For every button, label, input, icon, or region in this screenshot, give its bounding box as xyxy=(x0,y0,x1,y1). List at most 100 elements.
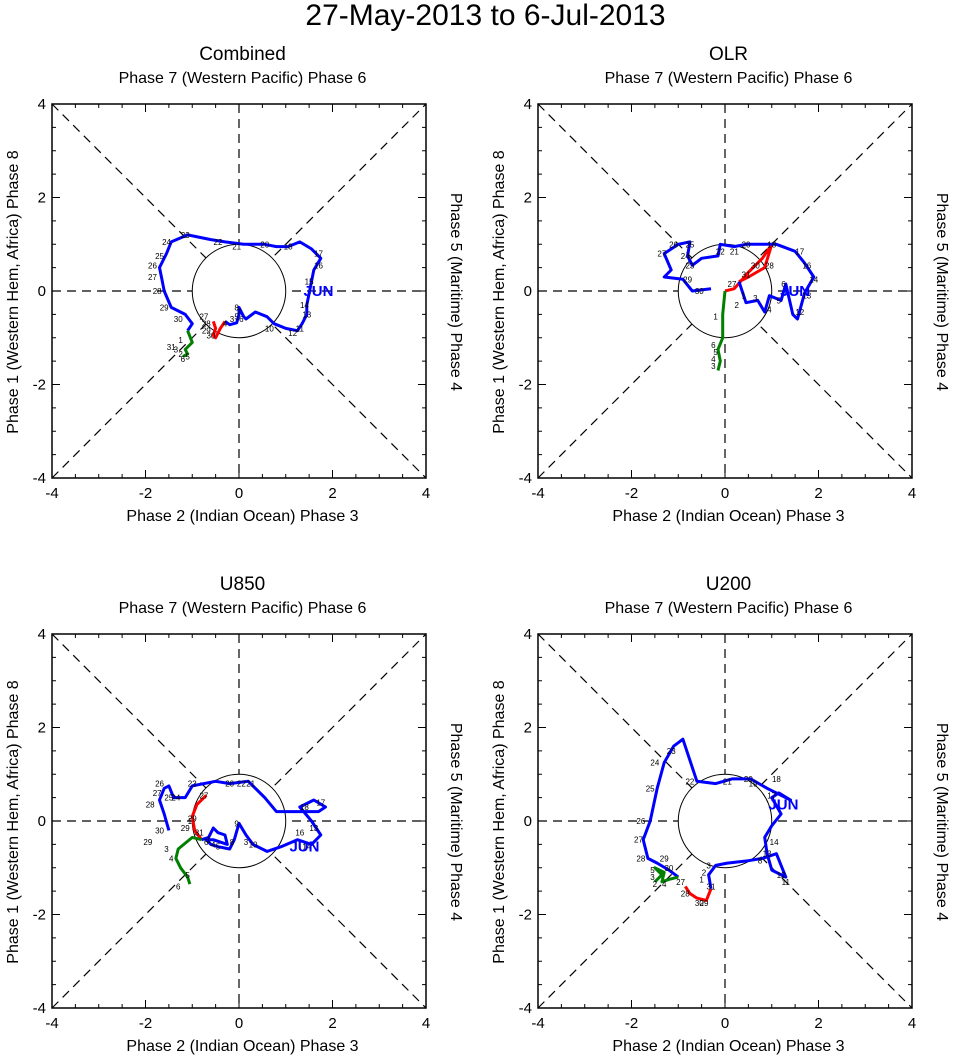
x-tick-label: -4 xyxy=(531,485,544,502)
day-label: 2 xyxy=(702,868,707,877)
day-label: 24 xyxy=(162,238,171,247)
x-tick-label: -4 xyxy=(45,1015,58,1032)
diagonal-line xyxy=(537,103,913,479)
y-tick-label: 2 xyxy=(38,190,46,207)
day-label: 23 xyxy=(188,780,197,789)
day-label: 10 xyxy=(265,324,274,333)
day-label: 18 xyxy=(767,240,776,249)
x-tick-label: 4 xyxy=(422,1015,430,1032)
x-tick-label: -4 xyxy=(45,485,58,502)
day-label: 3 xyxy=(753,294,758,303)
day-label: 3 xyxy=(706,861,711,870)
y-axis-label-right: Phase 5 (Maritime) Phase 4 xyxy=(447,722,464,922)
day-label: 12 xyxy=(795,308,804,317)
day-label: 22 xyxy=(214,238,223,247)
x-tick-label: 0 xyxy=(721,1015,729,1032)
day-label: 23 xyxy=(181,231,190,240)
series-line-may xyxy=(684,885,713,902)
day-label: 8 xyxy=(758,857,763,866)
day-label: 5 xyxy=(216,843,221,852)
y-tick-label: 2 xyxy=(524,720,532,737)
series-line-jun xyxy=(662,240,816,321)
day-label: 14 xyxy=(770,838,779,847)
top-axis-label: Phase 7 (Western Pacific) Phase 6 xyxy=(604,70,853,87)
unit-circle xyxy=(677,773,773,869)
day-label: 17 xyxy=(795,247,804,256)
day-label: 6 xyxy=(711,341,716,350)
y-axis-label: Phase 1 (Western Hem, Africa) Phase 8 xyxy=(491,150,508,434)
day-label: 16 xyxy=(802,261,811,270)
x-axis-label: Phase 2 (Indian Ocean) Phase 3 xyxy=(126,508,359,525)
day-label: 27 xyxy=(153,789,162,798)
day-label: 18 xyxy=(300,803,309,812)
day-label: 3 xyxy=(711,362,716,371)
diagonal-line xyxy=(51,103,427,479)
day-label: 23 xyxy=(667,747,676,756)
x-tick-label: -2 xyxy=(625,485,638,502)
series-line-jul xyxy=(653,866,679,884)
day-label: 8 xyxy=(234,303,239,312)
y-tick-label: 0 xyxy=(524,283,532,300)
y-axis-label: Phase 1 (Western Hem, Africa) Phase 8 xyxy=(5,680,22,964)
x-tick-label: 2 xyxy=(814,1015,822,1032)
day-label: 26 xyxy=(148,261,157,270)
x-tick-label: -2 xyxy=(625,1015,638,1032)
day-label: 31 xyxy=(167,343,176,352)
month-label: JUN xyxy=(768,797,798,814)
series-line-jul xyxy=(182,330,194,358)
y-tick-label: -2 xyxy=(519,907,532,924)
y-tick-label: -2 xyxy=(519,377,532,394)
x-tick-label: 4 xyxy=(908,1015,916,1032)
day-label: 4 xyxy=(223,320,228,329)
series-line-may xyxy=(724,242,774,293)
day-label: 1 xyxy=(188,817,193,826)
day-label: 28 xyxy=(202,320,211,329)
panel-title: U850 xyxy=(219,574,266,595)
day-label: 23 xyxy=(685,261,694,270)
series-line-jun xyxy=(158,233,323,333)
day-label: 13 xyxy=(302,310,311,319)
panel-u850: U850 Phase 7 (Western Pacific) Phase 6 -… xyxy=(0,530,485,1058)
panel-title: U200 xyxy=(705,574,752,595)
day-label: 29 xyxy=(202,327,211,336)
day-label: 9 xyxy=(234,819,239,828)
y-tick-label: -4 xyxy=(519,1000,532,1017)
series-line-jun xyxy=(641,737,792,890)
x-tick-label: 0 xyxy=(235,1015,243,1032)
x-tick-label: -2 xyxy=(139,1015,152,1032)
day-label: 4 xyxy=(662,880,667,889)
day-label: 10 xyxy=(249,840,258,849)
y-tick-label: 4 xyxy=(38,626,46,643)
x-axis-label: Phase 2 (Indian Ocean) Phase 3 xyxy=(612,508,845,525)
panel-title: OLR xyxy=(708,44,749,65)
day-label: 4 xyxy=(211,840,216,849)
day-label: 30 xyxy=(155,826,164,835)
day-label: 2 xyxy=(178,350,183,359)
day-label: 1 xyxy=(699,875,704,884)
diagonal-line xyxy=(537,103,913,479)
day-label: 1 xyxy=(206,836,211,845)
panel-combined: Combined Phase 7 (Western Pacific) Phase… xyxy=(0,0,485,528)
day-label: 27 xyxy=(199,791,208,800)
day-label: 21 xyxy=(232,243,241,252)
y-tick-label: 0 xyxy=(524,813,532,830)
x-tick-label: 4 xyxy=(422,485,430,502)
day-label: 4 xyxy=(711,355,716,364)
x-tick-label: 4 xyxy=(908,485,916,502)
y-axis-label-right: Phase 5 (Maritime) Phase 4 xyxy=(933,192,950,392)
x-tick-label: 2 xyxy=(814,485,822,502)
x-axis-label: Phase 2 (Indian Ocean) Phase 3 xyxy=(612,1038,845,1055)
day-label: 30 xyxy=(695,899,704,908)
day-label: 29 xyxy=(660,854,669,863)
y-tick-label: 2 xyxy=(38,720,46,737)
day-label: 5 xyxy=(713,348,718,357)
day-label: 16 xyxy=(295,829,304,838)
y-axis-label: Phase 1 (Western Hem, Africa) Phase 8 xyxy=(491,680,508,964)
day-label: 17 xyxy=(767,791,776,800)
day-label: 30 xyxy=(664,864,673,873)
day-label: 29 xyxy=(181,824,190,833)
day-label: 3 xyxy=(230,315,235,324)
day-label: 20 xyxy=(742,240,751,249)
x-tick-label: 0 xyxy=(721,485,729,502)
